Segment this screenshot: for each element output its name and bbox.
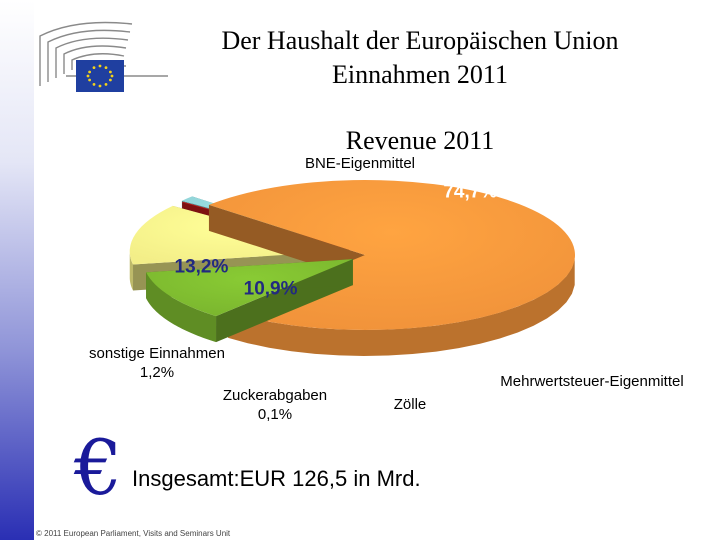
label-mwst: Mehrwertsteuer-Eigenmittel: [500, 373, 684, 390]
slice-rim-2: [129, 252, 134, 291]
label-zucker: Zuckerabgaben 0,1%: [200, 386, 350, 424]
label-sonstige-value: 1,2%: [139, 364, 175, 381]
total-amount: Insgesamt:EUR 126,5 in Mrd.: [132, 466, 421, 491]
data-label-1: 10,9%: [244, 279, 298, 300]
european-parliament-logo: [39, 21, 168, 92]
slice-rim-0: [228, 258, 575, 356]
slice-top-1: [146, 259, 353, 317]
sidebar-gradient: [0, 0, 34, 540]
page-subtitle: Einnahmen 2011: [332, 60, 508, 89]
page-title: Der Haushalt der Europäischen Union: [221, 26, 619, 55]
chart-title: Revenue 2011: [345, 126, 495, 155]
data-label-2: 13,2%: [175, 257, 229, 278]
pie-slice-1: [146, 259, 353, 343]
label-bne: BNE-Eigenmittel: [304, 155, 416, 172]
label-sonstige-name: sonstige Einnahmen: [89, 345, 225, 362]
label-zoelle: Zölle: [393, 396, 427, 413]
data-label-0: 74,7%: [443, 181, 497, 202]
label-zucker-value: 0,1%: [257, 406, 293, 423]
euro-icon: €: [74, 423, 123, 512]
label-zucker-name: Zuckerabgaben: [222, 387, 328, 404]
label-sonstige: sonstige Einnahmen 1,2%: [72, 344, 242, 382]
copyright-footer: © 2011 European Parliament, Visits and S…: [36, 529, 231, 538]
slice-rim-1: [146, 272, 217, 343]
